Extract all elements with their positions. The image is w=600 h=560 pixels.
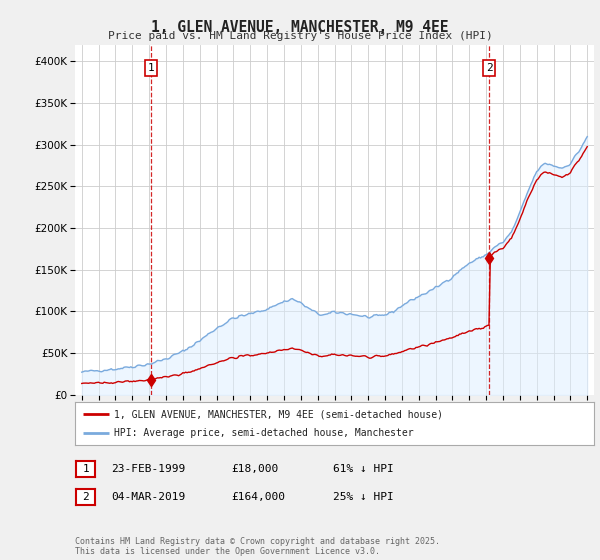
Text: 2: 2 xyxy=(485,63,493,73)
Text: 2: 2 xyxy=(82,492,89,502)
Text: £18,000: £18,000 xyxy=(231,464,278,474)
Text: 1: 1 xyxy=(82,464,89,474)
Text: £164,000: £164,000 xyxy=(231,492,285,502)
Text: 23-FEB-1999: 23-FEB-1999 xyxy=(111,464,185,474)
Text: 61% ↓ HPI: 61% ↓ HPI xyxy=(333,464,394,474)
Text: 25% ↓ HPI: 25% ↓ HPI xyxy=(333,492,394,502)
Text: Contains HM Land Registry data © Crown copyright and database right 2025.
This d: Contains HM Land Registry data © Crown c… xyxy=(75,536,440,556)
Text: Price paid vs. HM Land Registry's House Price Index (HPI): Price paid vs. HM Land Registry's House … xyxy=(107,31,493,41)
Text: 1: 1 xyxy=(148,63,155,73)
Text: HPI: Average price, semi-detached house, Manchester: HPI: Average price, semi-detached house,… xyxy=(114,428,413,438)
Text: 1, GLEN AVENUE, MANCHESTER, M9 4EE (semi-detached house): 1, GLEN AVENUE, MANCHESTER, M9 4EE (semi… xyxy=(114,409,443,419)
Text: 1, GLEN AVENUE, MANCHESTER, M9 4EE: 1, GLEN AVENUE, MANCHESTER, M9 4EE xyxy=(151,20,449,35)
Text: 04-MAR-2019: 04-MAR-2019 xyxy=(111,492,185,502)
